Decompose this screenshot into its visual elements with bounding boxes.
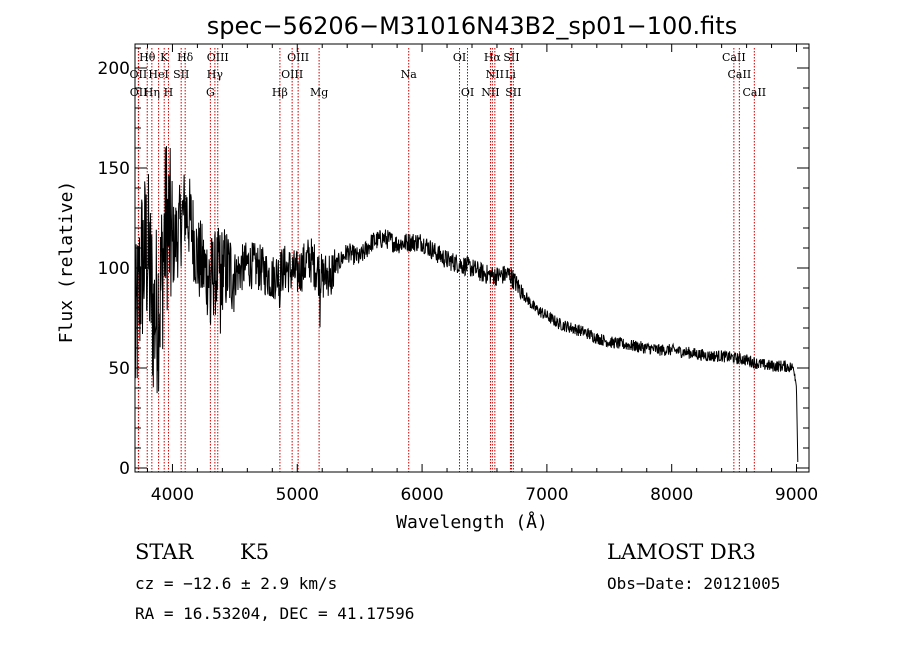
x-tick-label: 7000	[525, 485, 568, 505]
line-marker-label: HeI	[148, 68, 168, 81]
line-marker-label: Hβ	[272, 86, 288, 99]
observation-date: Obs−Date: 20121005	[607, 574, 781, 593]
line-marker-label: OI	[461, 86, 474, 99]
line-marker-label: Hθ	[139, 51, 156, 64]
y-tick-label: 50	[108, 359, 130, 379]
line-marker-label: OII	[130, 86, 148, 99]
line-marker-label: Hδ	[177, 51, 194, 64]
y-tick-label: 100	[98, 259, 130, 279]
line-marker-label: OII	[130, 68, 148, 81]
line-marker-label: K	[160, 51, 169, 64]
line-marker-label: Na	[401, 68, 418, 81]
x-tick-label: 4000	[151, 485, 194, 505]
y-tick-label: 150	[98, 159, 130, 179]
plot-frame	[134, 43, 810, 473]
x-tick-label: 5000	[276, 485, 319, 505]
x-tick-label: 6000	[400, 485, 443, 505]
line-marker-label: CaII	[722, 51, 746, 64]
x-tick-label: 8000	[650, 485, 693, 505]
line-marker-label: NII	[481, 86, 499, 99]
y-axis-label: Flux (relative)	[56, 181, 77, 344]
line-marker-label: Li	[505, 68, 516, 81]
line-marker-label: SII	[173, 68, 189, 81]
axis-ticks: 4000 5000 6000 7000 8000 9000 0 50 100 150 200	[98, 44, 818, 505]
line-marker-label: Mg	[310, 86, 328, 99]
line-marker-label: Hα	[484, 51, 502, 64]
spectrum-line	[134, 146, 799, 463]
line-marker-label: Hη	[144, 86, 160, 99]
line-marker-label: H	[164, 86, 174, 99]
line-marker-label: CaII	[742, 86, 766, 99]
line-marker-label: OIII	[287, 51, 309, 64]
object-class: STAR	[135, 540, 194, 564]
y-tick-label: 0	[119, 459, 130, 479]
line-marker-label: CaII	[728, 68, 752, 81]
survey-name: LAMOST DR3	[607, 540, 756, 564]
line-marker-label: OIII	[281, 68, 303, 81]
redshift-readout: cz = −12.6 ± 2.9 km/s	[135, 574, 338, 593]
line-marker-label: Hγ	[207, 68, 224, 81]
line-marker-label: SII	[503, 51, 519, 64]
line-marker-label: G	[206, 86, 215, 99]
line-marker-label: OIII	[207, 51, 229, 64]
x-axis-label: Wavelength (Å)	[396, 511, 548, 533]
chart-title: spec−56206−M31016N43B2_sp01−100.fits	[207, 12, 737, 40]
line-marker-label: OI	[453, 51, 466, 64]
line-marker-label: NII	[486, 68, 504, 81]
object-subclass: K5	[240, 540, 270, 564]
coordinates-readout: RA = 16.53204, DEC = 41.17596	[135, 604, 415, 623]
x-tick-label: 9000	[775, 485, 818, 505]
line-marker-label: SII	[505, 86, 521, 99]
y-tick-label: 200	[98, 59, 130, 79]
